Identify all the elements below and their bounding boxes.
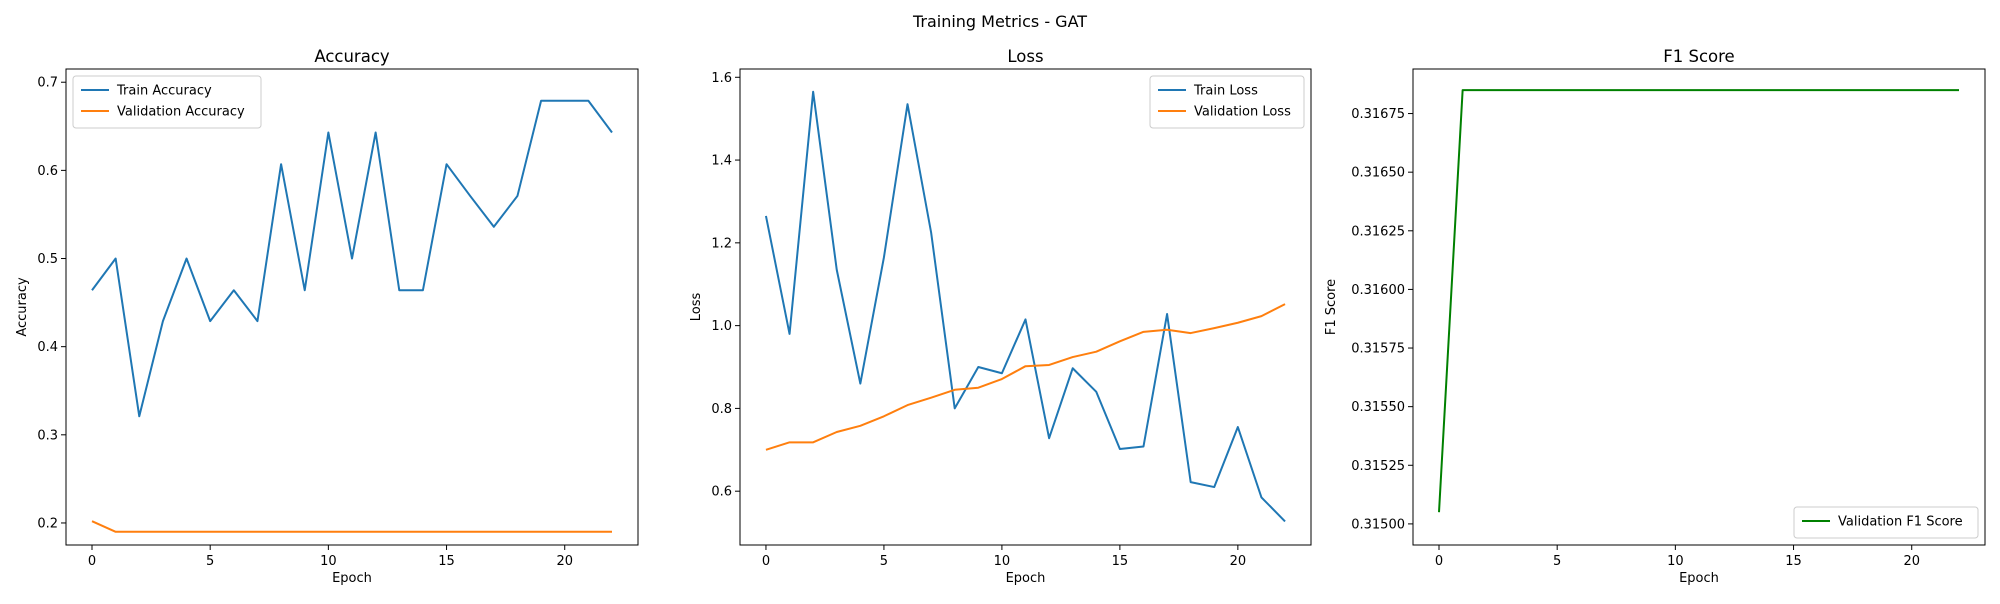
x-axis-label: Epoch xyxy=(1679,571,1719,586)
legend-box xyxy=(72,75,262,129)
x-tick-label: 0 xyxy=(762,554,770,569)
series-line-2 xyxy=(765,303,1286,451)
y-tick-label: 0.2 xyxy=(37,516,58,531)
x-tick-label: 20 xyxy=(1903,554,1920,569)
series-line-1 xyxy=(91,99,613,418)
x-axis-label: Epoch xyxy=(1006,571,1046,586)
legend-label: Validation Loss xyxy=(1194,105,1291,120)
series-line-1 xyxy=(764,90,1286,523)
y-axis-label: Loss xyxy=(689,293,704,322)
legend-box xyxy=(1793,506,1979,539)
chart-panel-2: Loss 0 5 10 15 20 0.6 0.8 1.0 1.2 1.4 1.6 Epoch Loss T… xyxy=(689,47,1312,586)
x-tick-label: 10 xyxy=(320,554,337,569)
y-tick-label: 0.31550 xyxy=(1351,400,1405,415)
y-tick-label: 1.4 xyxy=(711,154,732,169)
x-tick-label: 15 xyxy=(438,554,455,569)
x-tick-label: 10 xyxy=(994,554,1011,569)
y-tick-label: 0.31575 xyxy=(1351,342,1405,357)
legend-label: Train Accuracy xyxy=(116,84,212,99)
axes-frame xyxy=(1412,68,1986,546)
figure-suptitle: Training Metrics - GAT xyxy=(912,12,1087,31)
x-tick-label: 5 xyxy=(880,554,888,569)
legend-label: Validation F1 Score xyxy=(1838,515,1963,530)
series-line-2 xyxy=(91,520,612,533)
y-tick-label: 0.31625 xyxy=(1351,224,1405,239)
series-line-1 xyxy=(1438,89,1959,513)
x-tick-label: 5 xyxy=(206,554,214,569)
y-tick-label: 0.8 xyxy=(711,402,732,417)
y-tick-label: 1.6 xyxy=(711,71,732,86)
y-tick-label: 0.31525 xyxy=(1351,459,1405,474)
y-tick-label: 0.3 xyxy=(37,428,58,443)
x-tick-label: 15 xyxy=(1785,554,1802,569)
y-tick-label: 0.31675 xyxy=(1351,107,1405,122)
y-tick-label: 0.6 xyxy=(37,164,58,179)
chart-panel-1: Accuracy 0 5 10 15 20 0.2 0.3 0.4 0.5 0.6 0.7 Epoch A… xyxy=(15,47,639,586)
legend-box xyxy=(1149,75,1305,129)
y-tick-label: 0.5 xyxy=(37,252,58,267)
y-tick-label: 0.31500 xyxy=(1351,517,1405,532)
y-tick-label: 0.31600 xyxy=(1351,283,1405,298)
y-tick-label: 1.0 xyxy=(711,319,732,334)
x-tick-label: 0 xyxy=(88,554,96,569)
chart-title: F1 Score xyxy=(1663,47,1734,66)
chart-title: Loss xyxy=(1007,47,1043,66)
y-tick-label: 0.31650 xyxy=(1351,166,1405,181)
chart-title: Accuracy xyxy=(314,47,390,66)
legend-label: Train Loss xyxy=(1193,84,1258,99)
axes-frame xyxy=(739,68,1312,546)
chart-panel-3: F1 Score 0 5 10 15 20 0.31500 0.31525 0.31550 0.3… xyxy=(1324,47,1986,586)
x-tick-label: 20 xyxy=(556,554,573,569)
axes-frame xyxy=(65,68,639,546)
legend: Validation F1 Score xyxy=(1793,506,1979,539)
y-axis-label: Accuracy xyxy=(15,277,30,337)
x-tick-label: 5 xyxy=(1553,554,1561,569)
y-tick-label: 0.4 xyxy=(37,340,58,355)
y-tick-label: 0.7 xyxy=(37,76,58,91)
x-tick-label: 15 xyxy=(1112,554,1129,569)
x-axis-label: Epoch xyxy=(332,571,372,586)
x-tick-label: 20 xyxy=(1230,554,1247,569)
legend: Train Loss Validation Loss xyxy=(1149,75,1305,129)
x-tick-label: 0 xyxy=(1435,554,1443,569)
x-tick-label: 10 xyxy=(1667,554,1684,569)
y-tick-label: 0.6 xyxy=(711,485,732,500)
y-axis-label: F1 Score xyxy=(1324,279,1339,335)
legend: Train Accuracy Validation Accuracy xyxy=(72,75,262,129)
y-tick-label: 1.2 xyxy=(711,236,732,251)
legend-label: Validation Accuracy xyxy=(117,105,245,120)
